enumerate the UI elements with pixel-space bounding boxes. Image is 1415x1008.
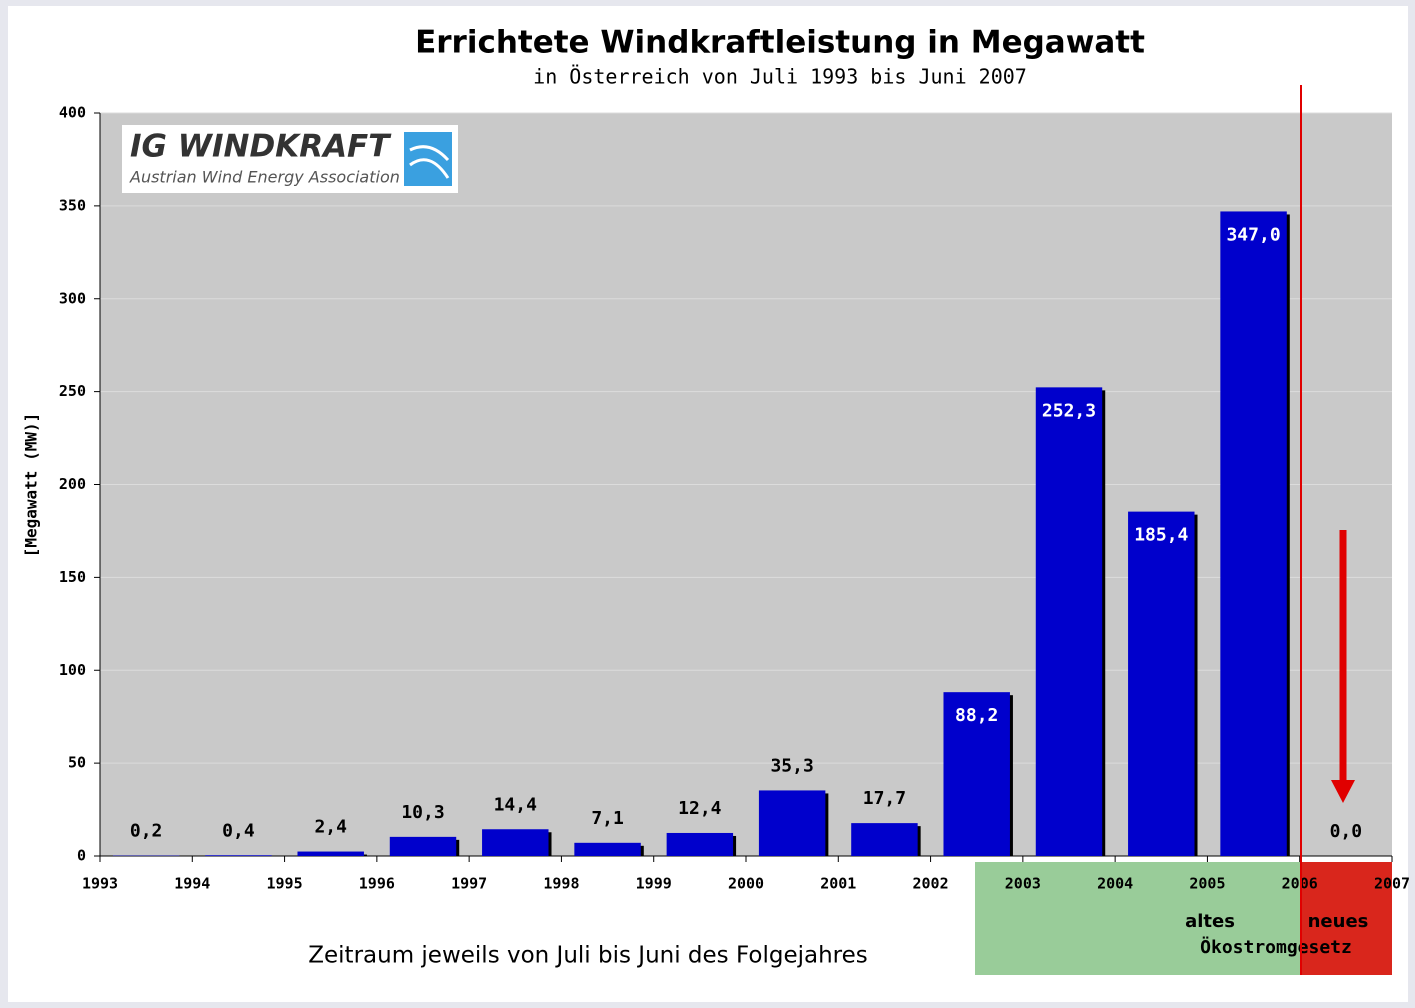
bar bbox=[1220, 211, 1287, 856]
arrow-head bbox=[1331, 780, 1355, 803]
value-label: 2,4 bbox=[314, 817, 347, 838]
x-tick-label: 2005 bbox=[1189, 875, 1225, 893]
annotation-old: altes bbox=[1185, 911, 1235, 932]
x-tick-label: 1999 bbox=[636, 875, 672, 893]
logo-subtitle: Austrian Wind Energy Association bbox=[129, 168, 400, 187]
bar bbox=[205, 855, 272, 856]
y-tick-label: 150 bbox=[59, 568, 86, 586]
new-law-box bbox=[1301, 862, 1392, 975]
value-label: 10,3 bbox=[401, 802, 444, 823]
value-label: 17,7 bbox=[863, 788, 906, 809]
y-tick-label: 200 bbox=[59, 475, 86, 493]
value-label: 12,4 bbox=[678, 798, 722, 819]
logo-box bbox=[122, 125, 458, 193]
bar bbox=[666, 832, 734, 856]
value-label: 0,2 bbox=[130, 821, 163, 842]
chart-subtitle: in Österreich von Juli 1993 bis Juni 200… bbox=[533, 65, 1027, 89]
x-tick-label: 2006 bbox=[1282, 875, 1318, 893]
old-law-box bbox=[975, 862, 1301, 975]
value-label: 347,0 bbox=[1226, 224, 1280, 245]
value-label: 185,4 bbox=[1134, 525, 1188, 546]
x-tick-label: 2001 bbox=[820, 875, 856, 893]
bar bbox=[1128, 511, 1195, 856]
value-label: 35,3 bbox=[770, 755, 813, 776]
bar bbox=[482, 829, 549, 856]
y-tick-label: 100 bbox=[59, 661, 86, 679]
y-tick-label: 350 bbox=[59, 196, 86, 214]
value-label: 252,3 bbox=[1042, 400, 1096, 421]
y-axis-label: [Megawatt (MW)] bbox=[22, 413, 41, 558]
x-tick-label: 2007 bbox=[1374, 875, 1410, 893]
annotation-law: Ökostromgesetz bbox=[1200, 936, 1352, 958]
bar bbox=[389, 836, 457, 856]
value-label: 0,4 bbox=[222, 820, 255, 841]
x-tick-label: 1995 bbox=[267, 875, 303, 893]
x-tick-label: 2004 bbox=[1097, 875, 1133, 893]
bar bbox=[574, 842, 641, 856]
x-tick-label: 1996 bbox=[359, 875, 395, 893]
value-label: 14,4 bbox=[494, 794, 538, 815]
bar bbox=[297, 851, 364, 856]
x-tick-label: 1998 bbox=[543, 875, 579, 893]
value-label: 7,1 bbox=[591, 808, 624, 829]
y-tick-label: 250 bbox=[59, 382, 86, 400]
y-tick-label: 0 bbox=[77, 847, 86, 865]
bar bbox=[943, 692, 1010, 856]
bars: 0,2 0,4 2,4 10,3 14,4 7,1 12,4 35,3 17,7 88,2 252,… bbox=[112, 211, 1363, 856]
logo-swirl bbox=[409, 145, 450, 179]
bar bbox=[758, 790, 826, 856]
logo-title: IG WINDKRAFT bbox=[130, 129, 392, 165]
value-label: 88,2 bbox=[955, 705, 998, 726]
chart-title: Errichtete Windkraftleistung in Megawatt bbox=[415, 25, 1145, 61]
y-tick-label: 300 bbox=[59, 289, 86, 307]
y-tick-label: 50 bbox=[68, 754, 86, 772]
bar bbox=[851, 823, 918, 856]
y-tick-label: 400 bbox=[59, 104, 86, 122]
x-tick-label: 1994 bbox=[174, 875, 210, 893]
x-tick-label: 1993 bbox=[82, 875, 118, 893]
value-label: 0,0 bbox=[1330, 821, 1363, 842]
x-tick-label: 2000 bbox=[728, 875, 764, 893]
x-axis-label: Zeitraum jeweils von Juli bis Juni des F… bbox=[308, 943, 868, 969]
x-tick-label: 2002 bbox=[913, 875, 949, 893]
annotation-new: neues bbox=[1308, 911, 1369, 932]
bar bbox=[1035, 387, 1103, 856]
x-tick-label: 2003 bbox=[1005, 875, 1041, 893]
x-tick-label: 1997 bbox=[451, 875, 487, 893]
